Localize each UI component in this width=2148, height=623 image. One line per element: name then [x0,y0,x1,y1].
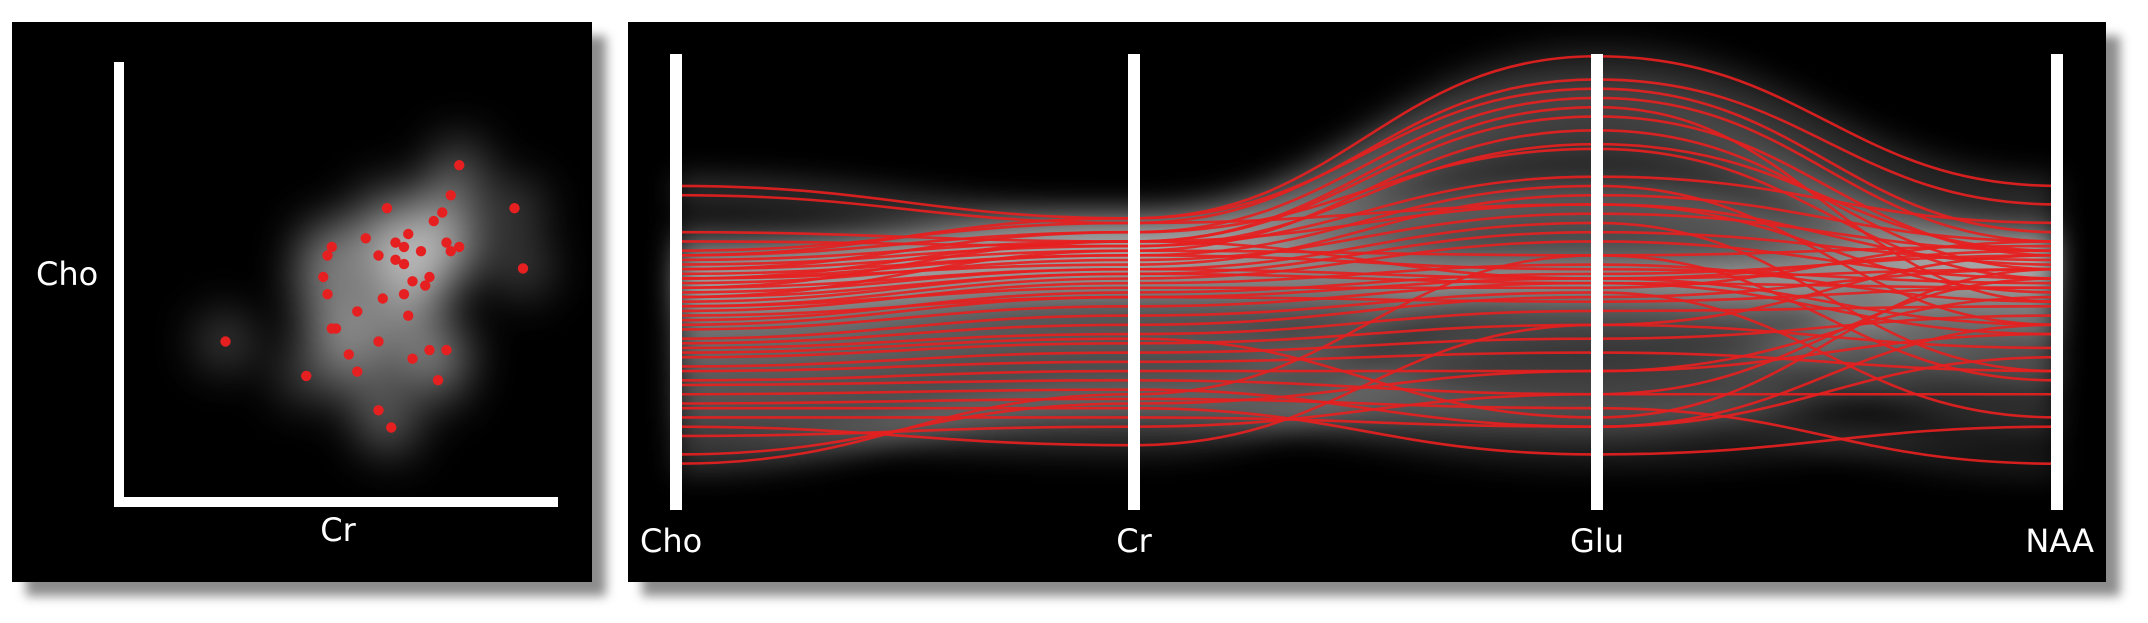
parallel-series-line [675,351,2058,373]
parallel-series-line [675,78,2058,225]
parallel-series-line [675,54,2058,220]
parallel-series-line [675,240,2058,308]
scatter-point [454,241,465,253]
scatter-point [381,203,393,214]
scatter-point [343,349,354,360]
scatter-point [437,207,448,218]
scatter-point [441,237,452,248]
scatter-point [326,241,337,253]
scatter-point [445,190,456,201]
scatter-point [441,344,452,356]
parallel-series-line [675,203,2058,266]
scatter-point [407,276,418,287]
parallel-axis-label: NAA [2025,522,2094,560]
scatter-point [377,293,388,304]
scatter-point [398,258,410,270]
parallel-series-line [675,184,2058,327]
scatter-point [322,289,333,300]
scatter-y-axis [114,62,124,507]
parallel-axes [670,54,2063,510]
parallel-axis-labels: Cho Cr Glu NAA [640,522,2094,560]
scatter-point [517,263,529,274]
parallel-axis-cho [670,54,682,510]
scatter-point [398,289,410,300]
parallel-axis-label: Cho [640,522,702,560]
parallel-series-line [675,244,2058,271]
scatter-x-axis-label: Cr [320,511,356,549]
scatter-plot: Cho Cr [36,62,558,549]
parallel-series-line [675,304,2058,350]
parallel-axis-cr [1128,54,1140,510]
parallel-series-line [675,291,2058,419]
scatter-point [322,250,333,261]
parallel-series-line [675,254,2058,285]
scatter-point [318,271,329,283]
parallel-series-line [675,240,2058,280]
parallel-series-line [675,267,2058,345]
parallel-series-line [675,175,2058,266]
scatter-point [454,160,465,171]
scatter-point [373,336,384,347]
parallel-series-line [675,142,2058,253]
scatter-point [352,366,363,377]
scatter-point [390,254,401,265]
scatter-point [415,246,427,257]
parallel-series-line [675,212,2058,285]
parallel-series-line [675,332,2058,382]
parallel-axis-naa [2051,54,2063,510]
scatter-point [220,336,231,347]
parallel-series-line [675,254,2058,465]
parallel-axis-label: Glu [1570,522,1624,560]
parallel-lines [675,54,2058,465]
scatter-point [407,353,418,364]
scatter-point [424,344,435,356]
scatter-point [432,375,444,386]
scatter-point [360,233,371,244]
parallel-series-line [675,286,2058,317]
parallel-coordinates-plot: Cho Cr Glu NAA [640,45,2094,560]
scatter-point [352,306,363,317]
parallel-series-line [675,272,2058,299]
parallel-axis-label: Cr [1116,522,1152,560]
scatter-point [403,228,414,240]
scatter-point [403,310,414,321]
scatter-point [386,422,397,433]
scatter-point [398,241,410,253]
scatter-point [301,370,312,382]
scatter-plot-panel: Cho Cr [12,22,592,582]
parallel-series-line [675,397,2058,465]
scatter-points [220,160,529,433]
scatter-point [330,323,342,334]
parallel-series-line [675,314,2058,368]
scatter-point [445,246,456,257]
scatter-x-axis [114,497,558,507]
scatter-point [509,203,520,214]
scatter-point [373,250,384,261]
scatter-point [428,215,439,227]
parallel-axis-glu [1591,54,1603,510]
scatter-point [420,280,431,291]
scatter-point [390,237,401,248]
scatter-y-axis-label: Cho [36,255,98,293]
parallel-coordinates-panel: Cho Cr Glu NAA [628,22,2106,582]
parallel-series-line [675,406,2058,456]
scatter-point [424,271,435,283]
parallel-series-line [675,267,2058,419]
scatter-point [373,405,384,416]
parallel-series-line [676,323,2058,428]
